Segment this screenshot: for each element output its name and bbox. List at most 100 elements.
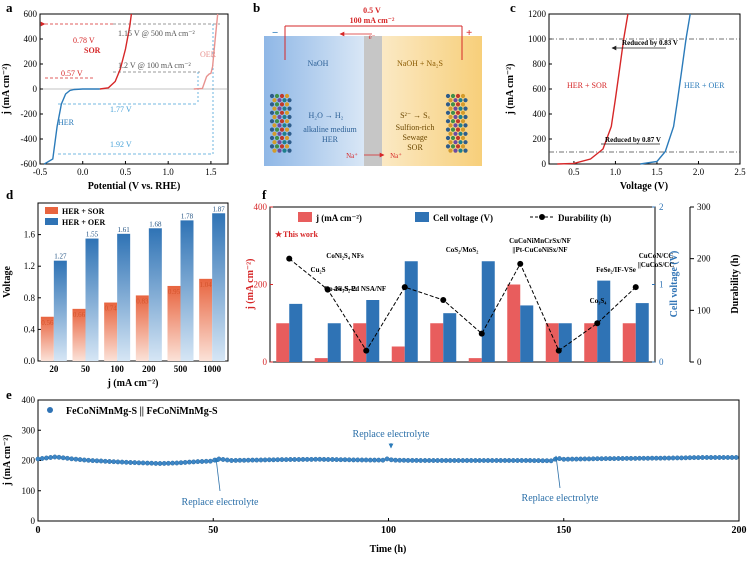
f-ytick-mid-label: 2 xyxy=(659,202,664,212)
atom xyxy=(460,110,466,115)
a-curve-her xyxy=(43,88,100,165)
e-point xyxy=(557,456,562,461)
annotation-3: Replace electrolyte xyxy=(522,493,599,504)
e-point xyxy=(300,456,306,462)
atom xyxy=(282,98,287,103)
atom xyxy=(445,127,451,132)
d-bar-sor xyxy=(40,316,54,361)
panel-c-ylabel: j (mA cm⁻²) xyxy=(505,63,516,115)
c-ytick-label: 600 xyxy=(533,84,547,94)
atom xyxy=(450,110,456,115)
panel-f-durability xyxy=(286,255,639,354)
right-reaction: S²⁻ → Sₓ xyxy=(400,111,431,120)
e-point xyxy=(414,457,419,463)
e-point xyxy=(624,455,630,461)
panel-c-xlabel: Voltage (V) xyxy=(620,181,668,192)
d-xtick-label: 100 xyxy=(110,364,124,374)
e-point xyxy=(144,460,150,466)
atom xyxy=(450,102,456,107)
e-point xyxy=(107,459,112,464)
e-point xyxy=(704,455,710,460)
e-point xyxy=(679,455,684,461)
panel-c: c 0.5 1.0 1.5 2.0 2.5 1200 1000 800 600 400 200 0 R… xyxy=(505,0,746,192)
atom xyxy=(458,98,463,103)
e-point xyxy=(292,457,297,462)
f-durability-point xyxy=(440,297,447,303)
atom xyxy=(445,93,451,99)
atom xyxy=(455,144,461,149)
annotation-3-arrow xyxy=(554,455,561,489)
a-ytick-label: 600 xyxy=(24,9,38,19)
e-point xyxy=(372,457,377,463)
panel-a-axes: -0.5 0.0 0.5 1.0 1.5 600 400 200 0 -200 -400 -600 xyxy=(21,9,218,177)
e-point xyxy=(119,459,125,465)
e-point xyxy=(506,458,512,463)
cell-voltage: 0.5 V xyxy=(363,6,381,15)
e-point xyxy=(52,454,58,460)
atom xyxy=(445,119,451,124)
f-bar-j xyxy=(391,346,405,362)
atom xyxy=(450,127,456,132)
e-point xyxy=(313,456,318,462)
d-xtick-label: 200 xyxy=(142,364,156,374)
atom xyxy=(269,93,275,99)
d-bar-oer xyxy=(180,220,194,361)
atom xyxy=(279,144,285,149)
legend-f-label-voltage: Cell voltage (V) xyxy=(433,213,493,223)
atom xyxy=(460,119,466,124)
e-point xyxy=(561,456,567,462)
d-bar-oer xyxy=(85,238,99,361)
reduced-top: Reduced by 0.83 V xyxy=(622,39,678,47)
e-point xyxy=(498,458,504,463)
f-durability-point xyxy=(478,330,485,337)
ion-left: Na⁺ xyxy=(346,152,358,160)
atom xyxy=(458,114,463,120)
e-point xyxy=(430,458,436,463)
panel-e-ylabel: j (mA cm⁻²) xyxy=(2,434,13,486)
f-category-label: CuCoN/CC xyxy=(639,252,674,260)
label-12: 1.2 V @ 100 mA cm⁻² xyxy=(118,61,191,70)
atom xyxy=(274,127,280,132)
atom xyxy=(274,144,280,149)
e-point xyxy=(510,458,516,463)
c-curve-1 xyxy=(640,13,691,165)
atom xyxy=(463,98,468,103)
d-ytick-label: 0.8 xyxy=(24,293,36,303)
e-xtick-label: 50 xyxy=(208,525,218,536)
e-point xyxy=(233,457,239,463)
e-point xyxy=(397,457,403,463)
e-point xyxy=(65,455,70,461)
e-point xyxy=(346,457,352,463)
atom xyxy=(448,106,453,111)
e-point xyxy=(574,456,579,462)
panel-f-ylabel-right1: Cell voltage (V) xyxy=(669,251,680,318)
e-point xyxy=(468,458,474,463)
e-point xyxy=(35,456,41,462)
right-line1: Sulfion-rich xyxy=(396,123,435,132)
e-point xyxy=(266,457,272,463)
e-point xyxy=(363,457,369,463)
e-point xyxy=(69,456,75,462)
e-point xyxy=(586,456,592,462)
atom xyxy=(274,135,280,141)
e-point xyxy=(207,458,213,464)
f-bar-j xyxy=(430,323,444,362)
f-ytick-mid-label: 0 xyxy=(659,357,664,367)
e-point xyxy=(662,455,668,461)
e-xtick-label: 150 xyxy=(556,525,571,536)
e-point xyxy=(641,455,647,461)
atom xyxy=(277,131,282,136)
panel-a-curves xyxy=(43,13,219,165)
d-value-oer: 1.78 xyxy=(181,212,194,220)
atom xyxy=(282,140,287,145)
e-point xyxy=(729,455,735,460)
e-point xyxy=(439,458,445,463)
d-value-oer: 1.55 xyxy=(86,231,99,239)
e-point xyxy=(670,455,676,461)
e-point xyxy=(418,458,424,463)
e-point xyxy=(317,456,323,462)
c-ytick-label: 1000 xyxy=(528,34,547,44)
legend-f-swatch-j xyxy=(298,212,312,222)
atom xyxy=(450,119,456,124)
e-point xyxy=(544,458,550,464)
